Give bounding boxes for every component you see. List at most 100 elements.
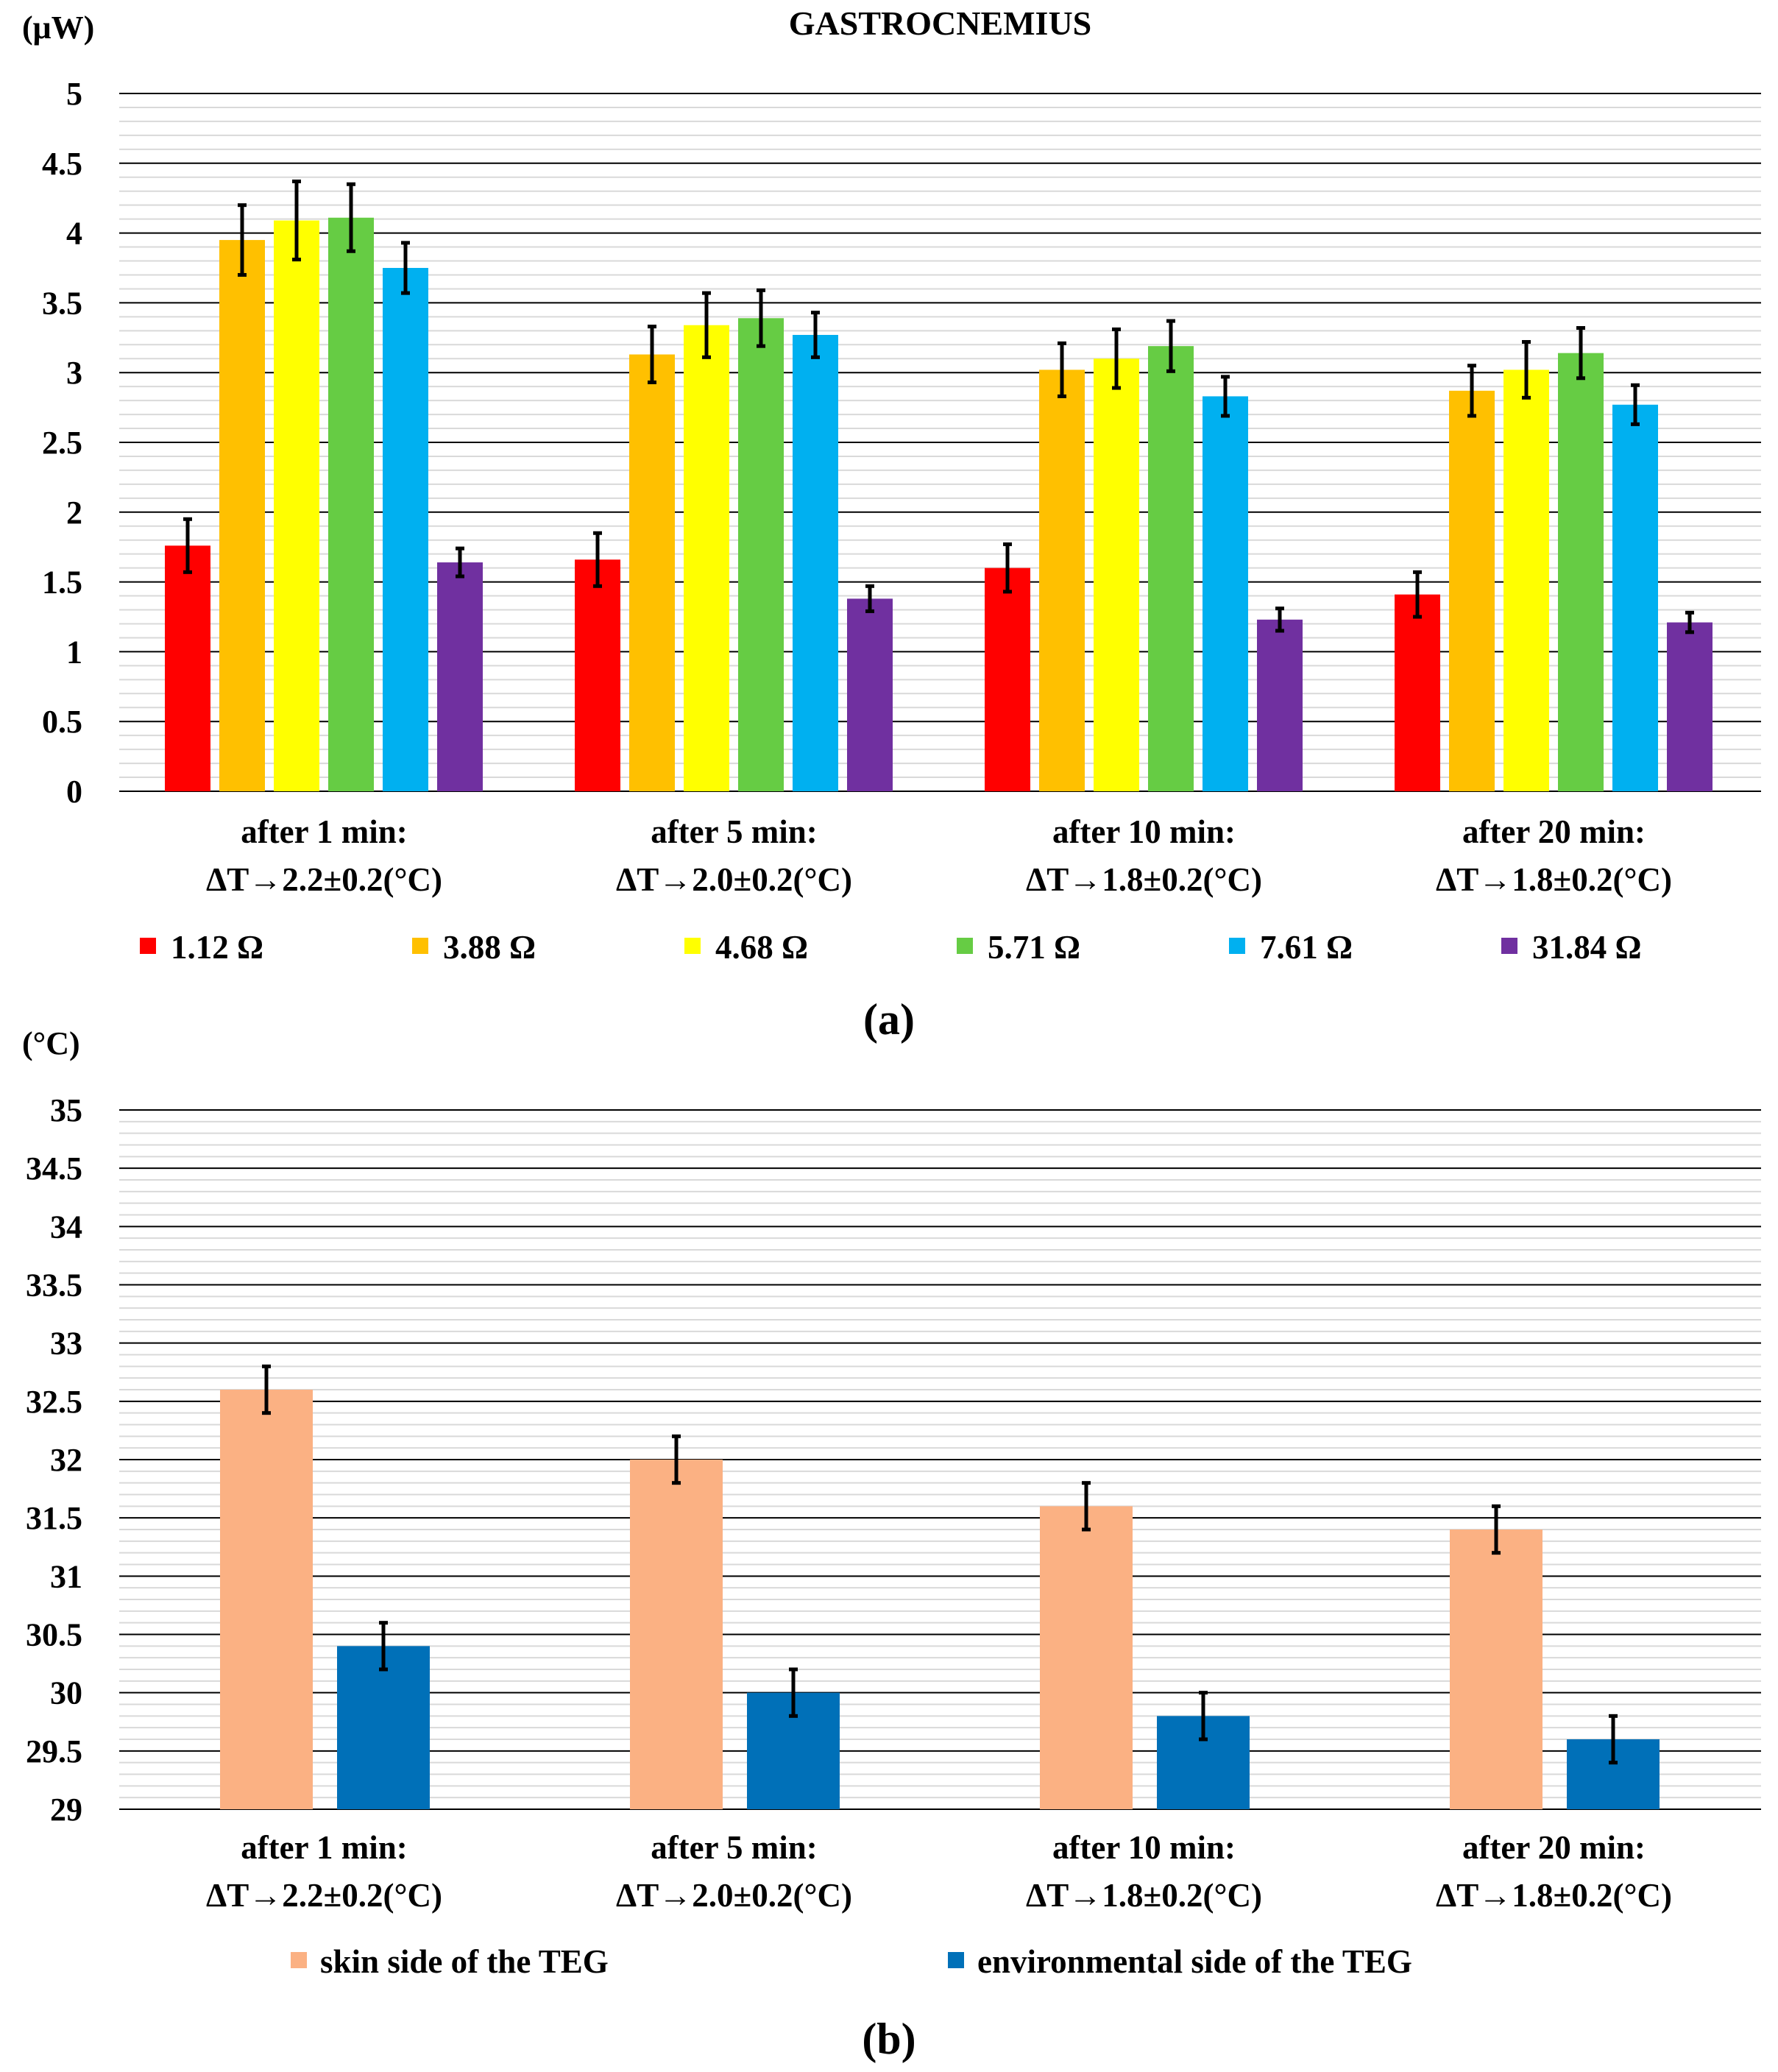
y-tick-label: 33.5 [26,1267,82,1304]
chart-b: (°C) 29 29.5 30 30.5 31 31.5 32 32.5 33 33.5 34 34.5… [22,1025,1761,2063]
legend-label: skin side of the TEG [320,1943,609,1980]
bar [684,325,729,792]
category-label-line2: ΔT→2.2±0.2(°C) [206,1877,442,1914]
bar [383,268,428,791]
bar [1395,594,1440,791]
y-tick-label: 32.5 [26,1384,82,1420]
y-tick-label: 31.5 [26,1500,82,1536]
category-group: after 5 min: ΔT→2.0±0.2(°C) [575,288,893,898]
category-label-line1: after 20 min: [1462,1829,1646,1866]
y-tick-label: 32 [50,1442,82,1478]
legend-swatch [140,938,156,954]
y-tick-label: 33 [50,1326,82,1362]
bar [328,217,374,791]
category-label-line2: ΔT→2.0±0.2(°C) [616,861,852,898]
legend-label: 4.68 Ω [715,929,808,966]
category-group: after 10 min: ΔT→1.8±0.2(°C) [1026,1481,1262,1914]
category-label-line1: after 1 min: [241,1829,408,1866]
legend-swatch [948,1952,964,1968]
category-group: after 20 min: ΔT→1.8±0.2(°C) [1436,1504,1672,1914]
legend-label: 3.88 Ω [443,929,536,966]
category-label-line2: ΔT→2.2±0.2(°C) [206,861,442,898]
bar [1612,404,1658,791]
y-tick-label: 2 [66,495,82,531]
y-tick-label: 30.5 [26,1617,82,1653]
bar [1449,390,1495,791]
category-label-line1: after 5 min: [651,1829,818,1866]
y-axis-label: (°C) [22,1025,80,1061]
bar [630,1460,723,1809]
legend-swatch [684,938,701,954]
category-label-line1: after 5 min: [651,813,818,850]
legend-swatch [957,938,973,954]
bar [1257,619,1303,791]
y-tick-label: 34 [50,1209,82,1245]
legend-item: skin side of the TEG [291,1943,609,1980]
bar [793,335,838,791]
category-label-line1: after 10 min: [1052,813,1236,850]
category-label-line2: ΔT→1.8±0.2(°C) [1026,1877,1262,1914]
legend-item: environmental side of the TEG [948,1943,1412,1980]
legend-label: 31.84 Ω [1532,929,1642,966]
category-label-line2: ΔT→1.8±0.2(°C) [1436,1877,1672,1914]
legend-item: 1.12 Ω [140,929,263,966]
bar [219,240,265,792]
bar [1094,358,1139,791]
legend-swatch [1229,938,1245,954]
y-tick-label: 2.5 [42,425,82,461]
legend-item: 4.68 Ω [684,929,808,966]
bar [1040,1506,1133,1809]
bar [1148,346,1194,791]
category-group: after 20 min: ΔT→1.8±0.2(°C) [1395,326,1713,898]
panel-label: (b) [862,2015,915,2063]
bar [1203,396,1248,791]
legend-label: 7.61 Ω [1260,929,1353,966]
bar [575,559,620,791]
category-label-line2: ΔT→1.8±0.2(°C) [1026,861,1262,898]
legend: 1.12 Ω 3.88 Ω 4.68 Ω 5.71 Ω 7.61 Ω 31.84 Ω [140,929,1642,966]
category-group: after 5 min: ΔT→2.0±0.2(°C) [616,1434,852,1914]
y-tick-label: 29.5 [26,1733,82,1769]
bar [274,220,319,791]
bar [165,545,210,791]
y-tick-label: 35 [50,1092,82,1128]
legend-item: 5.71 Ω [957,929,1080,966]
y-tick-label: 1 [66,634,82,670]
bar [1558,353,1604,791]
bar [437,562,483,791]
bar [985,567,1030,791]
y-tick-label: 0.5 [42,704,82,740]
y-tick-label: 34.5 [26,1150,82,1187]
legend-label: 5.71 Ω [988,929,1080,966]
legend-item: 31.84 Ω [1501,929,1642,966]
bar [337,1646,430,1809]
panel-label: (a) [863,995,915,1044]
bar [738,318,784,792]
y-tick-label: 4 [66,216,82,252]
y-tick-label: 0 [66,774,82,810]
legend-swatch [412,938,428,954]
bar [1039,370,1085,792]
bar [1667,622,1713,791]
legend-label: environmental side of the TEG [977,1943,1412,1980]
category-group: after 1 min: ΔT→2.2±0.2(°C) [165,179,483,898]
legend-label: 1.12 Ω [171,929,263,966]
y-tick-label: 31 [50,1558,82,1594]
y-tick-label: 3.5 [42,285,82,321]
category-label-line1: after 10 min: [1052,1829,1236,1866]
legend-item: 7.61 Ω [1229,929,1353,966]
legend: skin side of the TEG environmental side o… [291,1943,1412,1980]
category-label-line2: ΔT→1.8±0.2(°C) [1436,861,1672,898]
bar [220,1390,313,1809]
y-tick-label: 30 [50,1675,82,1711]
category-group: after 10 min: ΔT→1.8±0.2(°C) [985,319,1303,898]
legend-swatch [291,1952,307,1968]
bar [629,354,675,791]
chart-a: GASTROCNEMIUS (μW) 0 0.5 1 1.5 2 2.5 3 3.5 4 4.5 5 af… [22,4,1761,1044]
legend-swatch [1501,938,1517,954]
bar [1450,1530,1543,1809]
chart-title: GASTROCNEMIUS [789,4,1092,42]
bar [847,598,893,791]
